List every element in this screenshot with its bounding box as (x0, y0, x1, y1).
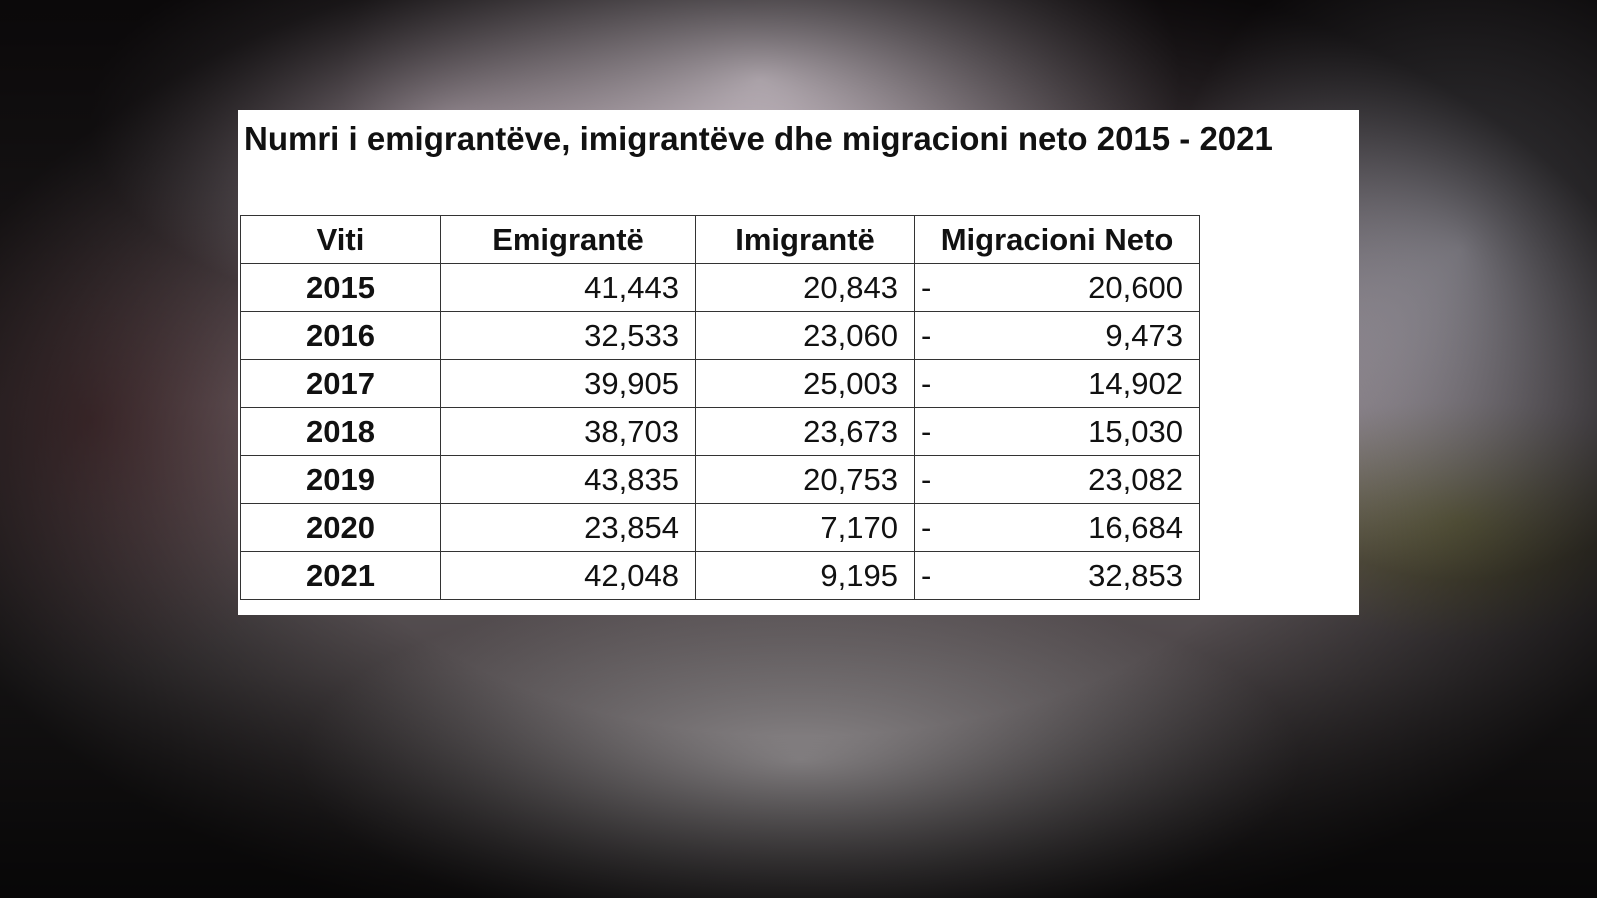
emigrants-cell: 42,048 (440, 551, 696, 600)
net-value: 23,082 (1088, 461, 1183, 497)
net-migration-cell: - 20,600 (914, 263, 1200, 312)
net-migration-cell: - 16,684 (914, 503, 1200, 552)
emigrants-cell: 41,443 (440, 263, 696, 312)
emigrants-cell: 38,703 (440, 407, 696, 456)
net-sign: - (921, 317, 932, 353)
immigrants-cell: 23,060 (695, 311, 915, 360)
net-value: 15,030 (1088, 413, 1183, 449)
net-value: 9,473 (1105, 317, 1183, 353)
year-cell: 2018 (240, 407, 441, 456)
net-sign: - (921, 461, 932, 497)
emigrants-cell: 23,854 (440, 503, 696, 552)
immigrants-cell: 25,003 (695, 359, 915, 408)
column-header: Migracioni Neto (914, 215, 1200, 264)
year-cell: 2019 (240, 455, 441, 504)
table-row: 2017 39,905 25,003- 14,902 (240, 359, 1200, 408)
net-value: 14,902 (1088, 365, 1183, 401)
table-row: 2018 38,703 23,673- 15,030 (240, 407, 1200, 456)
migration-table: Viti Emigrantë Imigrantë Migracioni Neto 20… (240, 215, 1200, 600)
immigrants-cell: 7,170 (695, 503, 915, 552)
immigrants-cell: 20,843 (695, 263, 915, 312)
column-header: Viti (240, 215, 441, 264)
net-value: 16,684 (1088, 509, 1183, 545)
net-migration-cell: - 23,082 (914, 455, 1200, 504)
immigrants-cell: 23,673 (695, 407, 915, 456)
net-migration-cell: - 9,473 (914, 311, 1200, 360)
net-migration-cell: - 32,853 (914, 551, 1200, 600)
emigrants-cell: 39,905 (440, 359, 696, 408)
net-sign: - (921, 269, 932, 305)
emigrants-cell: 43,835 (440, 455, 696, 504)
column-header: Emigrantë (440, 215, 696, 264)
header-row: Viti Emigrantë Imigrantë Migracioni Neto (240, 215, 1200, 264)
table-head: Viti Emigrantë Imigrantë Migracioni Neto (240, 215, 1200, 264)
year-cell: 2020 (240, 503, 441, 552)
table-panel: Numri i emigrantëve, imigrantëve dhe mig… (238, 110, 1359, 615)
table-row: 2016 32,533 23,060- 9,473 (240, 311, 1200, 360)
net-sign: - (921, 413, 932, 449)
table-title: Numri i emigrantëve, imigrantëve dhe mig… (244, 120, 1273, 157)
net-sign: - (921, 365, 932, 401)
table-row: 2021 42,048 9,195- 32,853 (240, 551, 1200, 600)
year-cell: 2021 (240, 551, 441, 600)
net-migration-cell: - 15,030 (914, 407, 1200, 456)
year-cell: 2016 (240, 311, 441, 360)
net-value: 32,853 (1088, 557, 1183, 593)
table-body: 2015 41,443 20,843-20,600 2016 32,533 23,060-… (240, 263, 1200, 600)
year-cell: 2015 (240, 263, 441, 312)
net-migration-cell: - 14,902 (914, 359, 1200, 408)
net-value: 20,600 (1088, 269, 1183, 305)
net-sign: - (921, 557, 932, 593)
net-sign: - (921, 509, 932, 545)
immigrants-cell: 20,753 (695, 455, 915, 504)
table-row: 2020 23,854 7,170- 16,684 (240, 503, 1200, 552)
immigrants-cell: 9,195 (695, 551, 915, 600)
year-cell: 2017 (240, 359, 441, 408)
emigrants-cell: 32,533 (440, 311, 696, 360)
table-row: 2015 41,443 20,843- 20,600 (240, 263, 1200, 312)
column-header: Imigrantë (695, 215, 915, 264)
table-row: 2019 43,835 20,753- 23,082 (240, 455, 1200, 504)
